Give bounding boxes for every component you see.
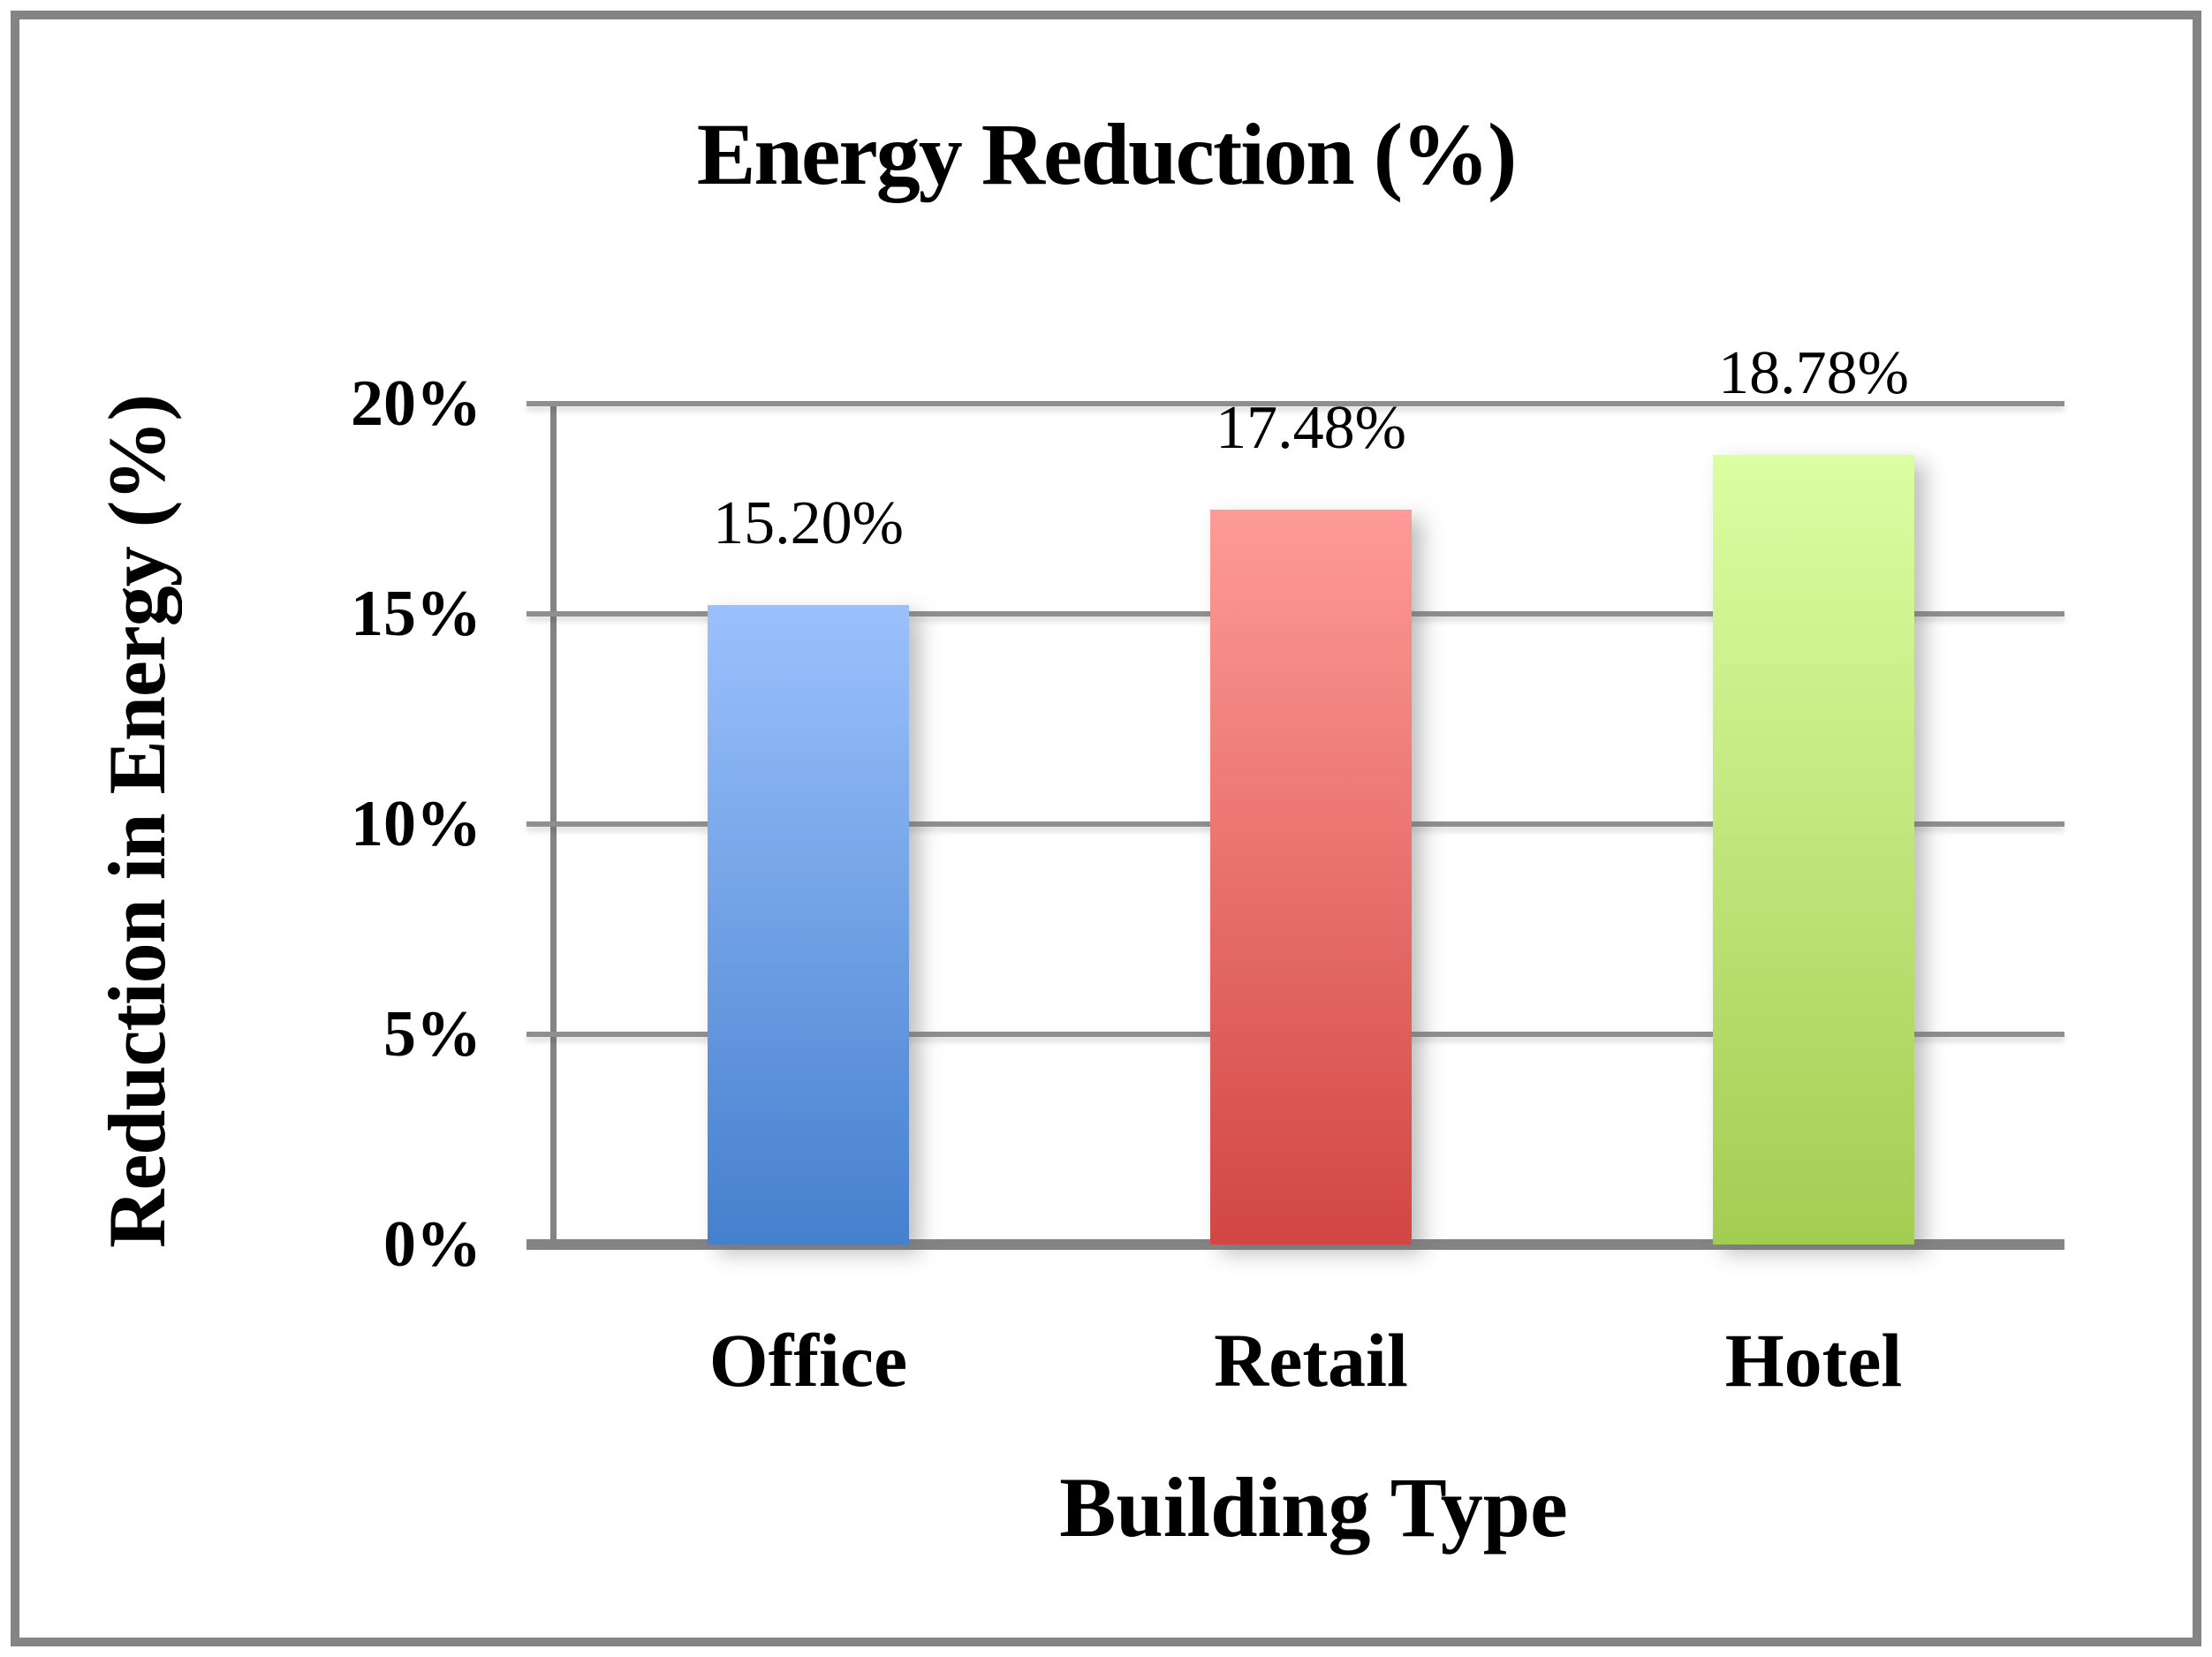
y-tick-label: 5% <box>383 998 481 1071</box>
category-label-office: Office <box>708 1318 908 1403</box>
y-tick-label: 20% <box>351 367 481 440</box>
data-label-hotel: 18.78% <box>1718 339 1909 407</box>
data-label-office: 15.20% <box>713 489 904 557</box>
category-label-retail: Retail <box>1214 1318 1408 1403</box>
plot-area: 15.20% 17.48% 18.78% <box>526 339 2064 1250</box>
bar-retail <box>1210 510 1412 1245</box>
y-tick-label: 10% <box>351 788 481 860</box>
y-tick-label: 0% <box>383 1208 481 1281</box>
gridline <box>526 401 2064 406</box>
bar-hotel <box>1713 455 1914 1245</box>
y-tick-label: 15% <box>351 578 481 650</box>
x-axis-line <box>526 1239 2064 1250</box>
bar-office <box>708 605 909 1245</box>
category-label-hotel: Hotel <box>1724 1318 1903 1403</box>
x-axis-title: Building Type <box>1059 1460 1568 1555</box>
chart-title: Energy Reduction (%) <box>696 105 1518 203</box>
data-label-retail: 17.48% <box>1216 394 1406 462</box>
